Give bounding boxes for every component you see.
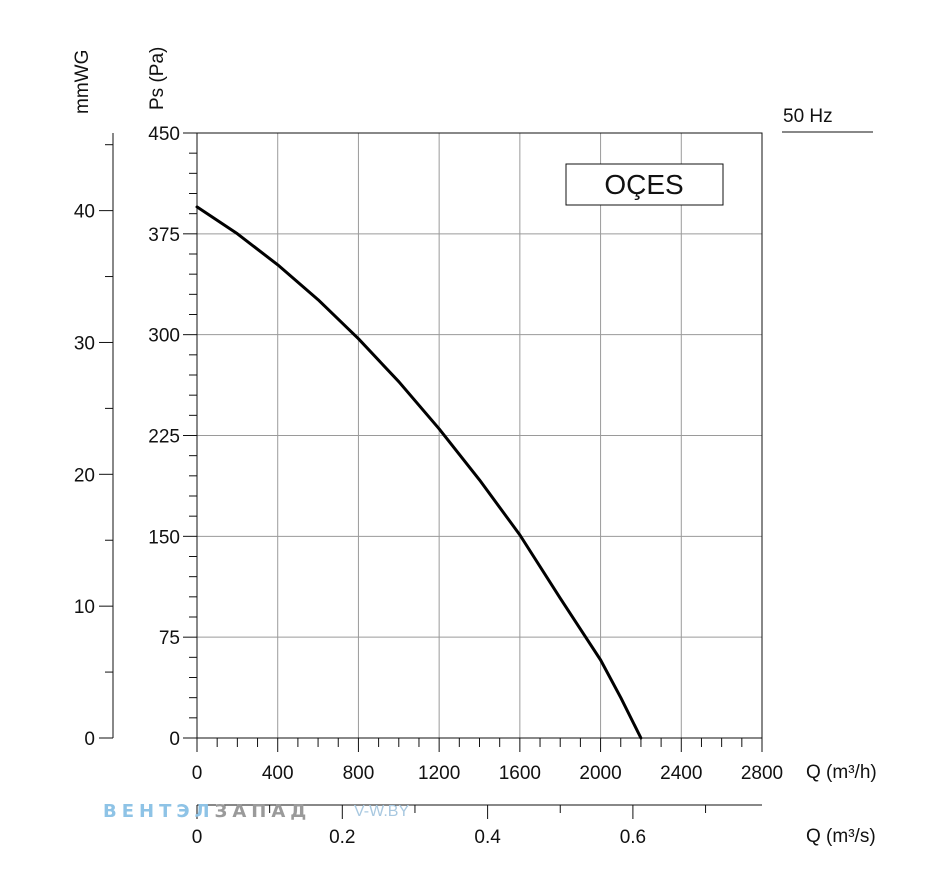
m3s-tick-label: 0.4 [474,827,501,848]
m3s-tick-label: 0.6 [620,827,646,848]
pa-tick-label: 75 [159,628,180,649]
m3h-tick-label: 0 [192,763,203,784]
model-label: OÇES [604,169,683,200]
performance-curve [195,205,643,740]
mmwg-tick-label: 10 [74,597,95,618]
watermark-site: V-W.BY [354,803,409,820]
performance-curve-group [195,205,643,740]
y-axis-title-mmwg: mmWG [72,50,93,114]
m3h-tick-label: 800 [343,763,375,784]
pa-tick-label: 150 [148,527,180,548]
x-axis-title-m3s: Q (m³/s) [806,826,876,847]
m3s-tick-label: 0.2 [329,827,355,848]
pa-tick-label: 375 [148,225,180,246]
m3h-tick-label: 2000 [579,763,621,784]
pa-tick-label: 0 [169,729,180,750]
watermark-brand: ВЕНТЭЛЗАПАД [103,801,311,822]
mmwg-tick-label: 20 [74,465,95,486]
mmwg-tick-label: 30 [74,333,95,354]
x-axis-title-m3h: Q (m³/h) [806,762,877,783]
watermark-brand-part2: ЗАПАД [215,801,312,822]
model-label-box [565,163,724,206]
pa-tick-label: 300 [148,326,180,347]
pa-tick-label: 225 [148,427,180,448]
watermark-brand-part1: ВЕНТЭЛ [103,801,215,822]
mmwg-tick-label: 40 [74,202,95,223]
m3h-tick-label: 2400 [660,763,702,784]
mmwg-tick-label: 0 [84,729,95,750]
m3h-tick-label: 400 [262,763,294,784]
axis-labels: Ps (Pa) mmWG Q (m³/h) Q (m³/s) 50 Hz OÇE… [72,47,877,847]
m3h-tick-label: 1600 [499,763,541,784]
m3h-tick-label: 1200 [418,763,460,784]
m3s-tick-label: 0 [192,827,203,848]
frequency-label: 50 Hz [783,106,833,127]
m3h-tick-label: 2800 [741,763,783,784]
pa-tick-label: 450 [148,124,180,145]
y-axis-title-pa: Ps (Pa) [147,47,168,110]
grid [197,133,762,738]
